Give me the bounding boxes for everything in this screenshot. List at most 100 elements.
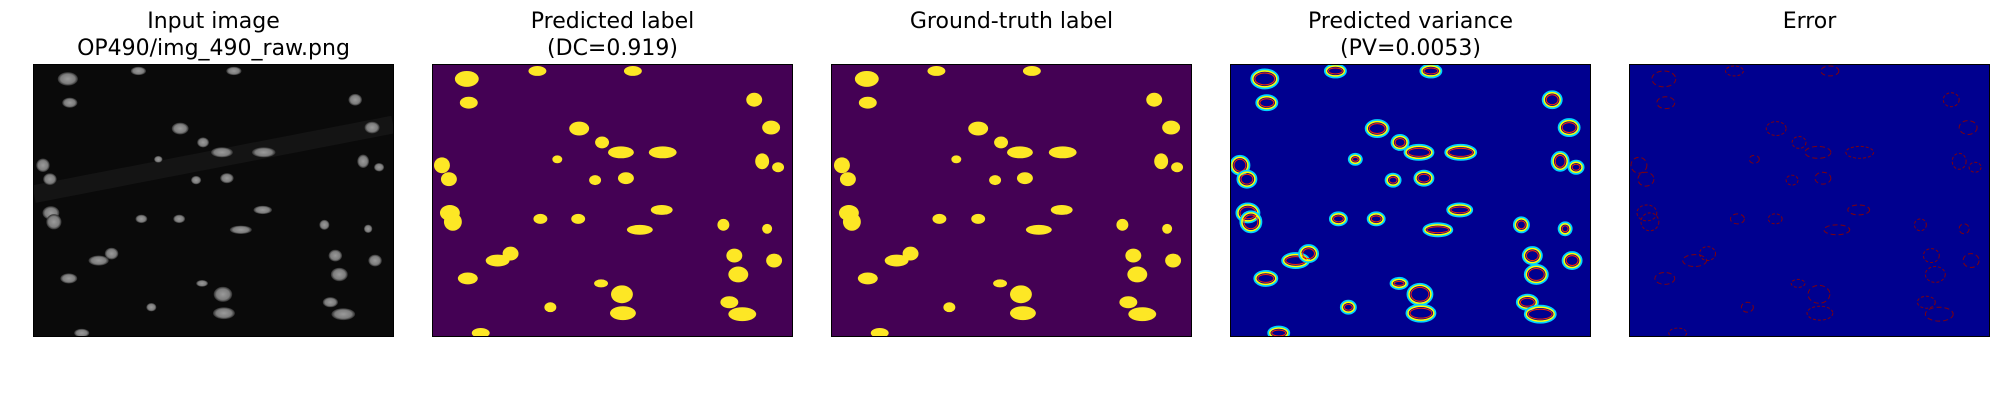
ground-truth-nucleus — [842, 212, 861, 231]
variance-ring — [1523, 304, 1557, 324]
input-nucleus — [220, 173, 234, 184]
predicted-nucleus — [610, 306, 636, 321]
predicted-nucleus — [726, 248, 743, 263]
error-ring — [1958, 223, 1970, 235]
ground-truth-nucleus — [1154, 153, 1169, 170]
predicted-nucleus — [533, 213, 548, 224]
error-ring — [1942, 92, 1960, 108]
input-nucleus — [322, 297, 338, 308]
variance-ring — [1255, 94, 1279, 112]
error-ring — [1958, 120, 1978, 135]
error-ring — [1916, 295, 1936, 309]
input-nucleus — [135, 214, 148, 224]
predicted-label-canvas — [433, 65, 792, 336]
error-ring — [1804, 145, 1832, 159]
predicted-nucleus — [766, 253, 783, 268]
variance-ring — [1557, 118, 1581, 137]
predicted-nucleus — [471, 328, 490, 336]
ground-truth-nucleus — [902, 246, 919, 261]
input-image-canvas — [34, 65, 393, 336]
predicted-nucleus — [571, 213, 586, 224]
input-nucleus — [130, 66, 147, 76]
input-nucleus — [171, 122, 189, 135]
ground-truth-nucleus — [1127, 266, 1148, 283]
ground-truth-nucleus — [951, 155, 962, 164]
variance-ring — [1413, 169, 1435, 187]
panel-title-groundtruth-line2: Ground-truth label — [909, 9, 1114, 34]
variance-ring — [1405, 303, 1437, 323]
input-nucleus — [319, 219, 330, 230]
input-background — [34, 65, 393, 336]
variance-ring — [1446, 202, 1474, 218]
predicted-nucleus — [457, 272, 478, 285]
variance-ring — [1239, 210, 1263, 234]
variance-ring — [1419, 65, 1443, 79]
predicted-nucleus — [459, 96, 478, 109]
input-nucleus — [328, 249, 343, 262]
error-ring — [1651, 70, 1677, 88]
predicted-nucleus — [650, 204, 673, 215]
input-image — [33, 64, 394, 337]
predicted-nucleus — [648, 146, 677, 159]
error-ring — [1699, 246, 1717, 262]
error-canvas — [1630, 65, 1989, 336]
ground-truth-nucleus — [1007, 146, 1033, 159]
predicted-nucleus — [728, 266, 749, 283]
predicted-nucleus — [552, 155, 563, 164]
variance-ring — [1523, 264, 1549, 285]
ground-truth-nucleus — [993, 279, 1008, 288]
ground-truth-nucleus — [1016, 172, 1033, 185]
predicted-nucleus — [433, 157, 450, 174]
predicted-nucleus — [728, 307, 757, 322]
error-background — [1630, 65, 1989, 336]
panel-title-variance-line1: Predicted variance — [1308, 9, 1513, 34]
input-nucleus — [368, 254, 382, 267]
panel-title-predicted-line1: Predicted label — [530, 9, 695, 34]
variance-ring — [1236, 169, 1258, 189]
predicted-nucleus — [608, 146, 634, 159]
input-nucleus — [229, 225, 252, 235]
input-nucleus — [210, 147, 233, 158]
variance-ring — [1521, 246, 1543, 266]
predicted-nucleus — [626, 224, 653, 235]
panel-title-error: Error — [1629, 8, 1990, 35]
panel-title-input-line2: OP490/img_490_raw.png — [77, 36, 350, 61]
ground-truth-nucleus — [839, 172, 856, 187]
panel-title-variance-line2: (PV=0.0053) — [1340, 36, 1481, 61]
panel-title-input: Input image OP490/img_490_raw.png — [33, 8, 394, 62]
ground-truth-nucleus — [1022, 65, 1041, 76]
predicted-nucleus — [755, 153, 770, 170]
predicted-nucleus — [443, 212, 462, 231]
error-ring — [1724, 65, 1744, 77]
ground-truth-nucleus — [1146, 92, 1163, 107]
predicted-nucleus — [454, 70, 479, 87]
variance-ring — [1550, 150, 1570, 172]
predicted-nucleus — [528, 65, 547, 76]
ground-truth-nucleus — [833, 157, 850, 174]
input-nucleus — [146, 302, 157, 312]
ground-truth-nucleus — [884, 254, 909, 267]
error-ring — [1951, 152, 1967, 170]
predicted-nucleus — [440, 172, 457, 187]
error-ring — [1636, 204, 1658, 222]
predicted-nucleus — [720, 296, 739, 309]
input-nucleus — [213, 286, 233, 302]
error-ring — [1820, 65, 1840, 77]
error-ring — [1924, 306, 1954, 322]
input-nucleus — [357, 154, 370, 169]
error-ring — [1729, 213, 1745, 225]
variance-ring — [1422, 222, 1454, 238]
variance-ring — [1253, 269, 1279, 287]
variance-ring — [1328, 211, 1348, 227]
input-nucleus — [331, 308, 356, 321]
error-ring — [1656, 96, 1676, 110]
input-nucleus — [348, 93, 362, 106]
error-ring — [1654, 271, 1676, 285]
error-ring — [1748, 154, 1760, 164]
ground-truth-nucleus — [1010, 306, 1036, 321]
variance-ring — [1541, 90, 1563, 110]
ground-truth-nucleus — [1171, 162, 1184, 173]
variance-ring — [1561, 251, 1583, 270]
input-nucleus — [43, 173, 57, 186]
input-nucleus — [364, 121, 380, 134]
